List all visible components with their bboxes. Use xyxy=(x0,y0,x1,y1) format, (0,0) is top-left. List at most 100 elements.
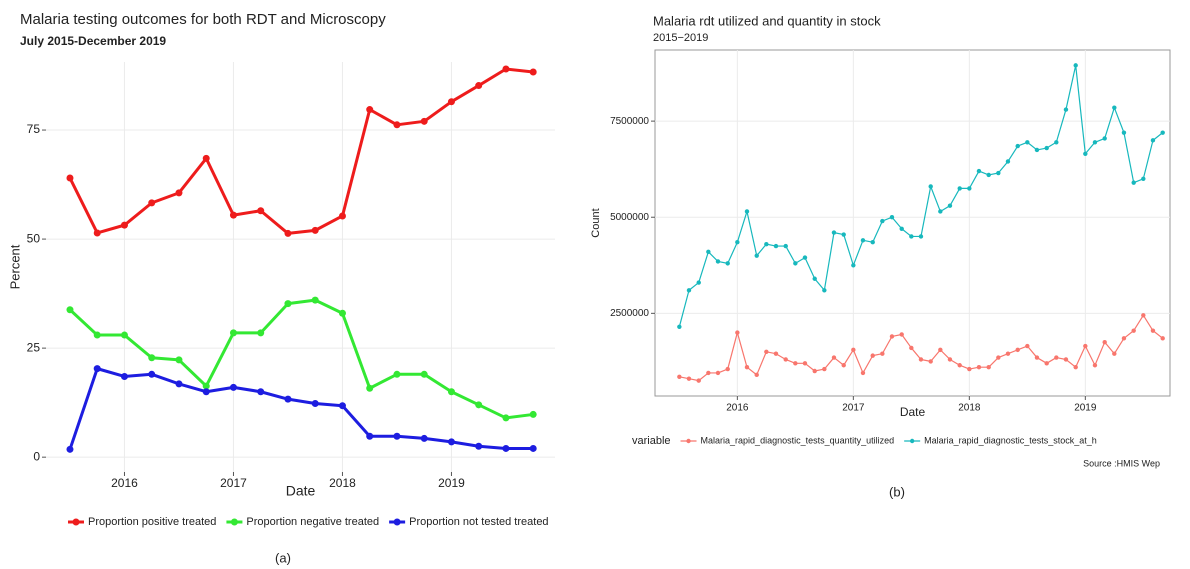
data-point xyxy=(957,186,962,191)
data-point xyxy=(822,288,827,293)
data-point xyxy=(202,154,210,162)
data-point xyxy=(957,363,962,368)
data-point xyxy=(986,172,991,178)
data-point xyxy=(686,288,692,293)
data-point xyxy=(257,207,265,215)
data-point xyxy=(1121,130,1127,135)
data-point xyxy=(754,253,759,258)
panel-border xyxy=(654,49,1171,397)
data-point xyxy=(783,357,788,362)
data-point xyxy=(918,234,924,239)
x-tick-label: 2017 xyxy=(842,403,865,414)
x-tick-label: 2018 xyxy=(329,476,356,490)
data-point xyxy=(1141,313,1146,318)
data-point xyxy=(311,226,319,234)
data-point xyxy=(696,378,701,383)
data-point xyxy=(889,215,895,220)
data-point xyxy=(1005,351,1011,356)
data-point xyxy=(1034,355,1040,360)
data-point xyxy=(284,300,292,308)
data-point xyxy=(870,353,875,358)
data-point xyxy=(502,414,510,422)
chart-title: Malaria testing outcomes for both RDT an… xyxy=(20,11,386,28)
data-point xyxy=(1112,351,1117,356)
data-point xyxy=(841,232,846,237)
data-point xyxy=(447,388,455,396)
data-point xyxy=(686,376,692,381)
data-point xyxy=(870,240,875,245)
data-point xyxy=(447,98,455,106)
x-tick-label: 2018 xyxy=(958,403,981,414)
figure-caption: (a) xyxy=(275,550,291,565)
data-point xyxy=(202,382,210,390)
data-point xyxy=(529,68,537,76)
data-point xyxy=(967,366,972,372)
data-point xyxy=(764,349,769,354)
legend-label: Malaria_rapid_diagnostic_tests_stock_at_… xyxy=(924,435,1097,445)
legend-label: Proportion negative treated xyxy=(246,516,379,528)
data-point xyxy=(1073,364,1078,370)
data-point xyxy=(1054,140,1059,145)
data-point xyxy=(257,329,265,337)
data-point xyxy=(677,324,682,329)
data-point xyxy=(909,234,914,239)
data-point xyxy=(93,331,101,339)
data-point xyxy=(175,356,183,364)
data-point xyxy=(66,174,74,182)
data-point xyxy=(475,442,483,450)
x-tick-label: 2017 xyxy=(220,476,247,490)
data-point xyxy=(1015,347,1020,353)
y-tick-label: 7500000 xyxy=(610,116,649,127)
data-point xyxy=(754,372,759,378)
y-axis-label: Count xyxy=(590,208,602,237)
legend-label: Proportion positive treated xyxy=(88,516,216,528)
data-point xyxy=(812,276,817,281)
data-point xyxy=(725,366,730,372)
data-point xyxy=(284,395,292,403)
data-point xyxy=(148,199,156,207)
data-point xyxy=(986,364,991,370)
data-point xyxy=(338,212,346,220)
data-point xyxy=(996,170,1001,176)
data-point xyxy=(1044,145,1049,151)
data-point xyxy=(175,189,183,197)
data-point xyxy=(831,355,837,360)
data-point xyxy=(822,366,827,372)
data-point xyxy=(1102,339,1107,345)
data-point xyxy=(744,364,750,370)
data-point xyxy=(938,347,943,353)
data-point xyxy=(1121,336,1127,341)
data-point xyxy=(1063,107,1069,112)
data-point xyxy=(311,400,319,408)
data-point xyxy=(802,361,808,366)
data-point xyxy=(696,280,701,285)
data-point xyxy=(899,332,904,337)
data-point xyxy=(880,351,885,356)
data-point xyxy=(420,370,428,378)
data-point xyxy=(841,363,846,368)
data-point xyxy=(1083,151,1088,156)
chart-title: Malaria rdt utilized and quantity in sto… xyxy=(653,13,881,28)
data-point xyxy=(1160,336,1165,341)
data-point xyxy=(1102,136,1107,141)
series-line xyxy=(68,67,534,235)
legend-title: variable xyxy=(632,435,671,447)
y-tick-label: 50 xyxy=(27,231,41,245)
data-point xyxy=(366,384,374,392)
data-point xyxy=(725,261,730,266)
data-point xyxy=(393,121,401,129)
data-point xyxy=(996,355,1001,360)
data-point xyxy=(860,238,866,243)
data-point xyxy=(1025,343,1030,349)
data-point xyxy=(860,370,866,376)
data-point xyxy=(1005,159,1011,164)
data-point xyxy=(706,249,711,255)
y-tick-label: 5000000 xyxy=(610,212,649,223)
data-point xyxy=(783,243,788,249)
data-point xyxy=(947,203,953,208)
data-point xyxy=(928,184,933,189)
data-point xyxy=(529,410,537,418)
data-point xyxy=(66,445,74,453)
data-point xyxy=(420,117,428,125)
data-point xyxy=(735,330,740,335)
